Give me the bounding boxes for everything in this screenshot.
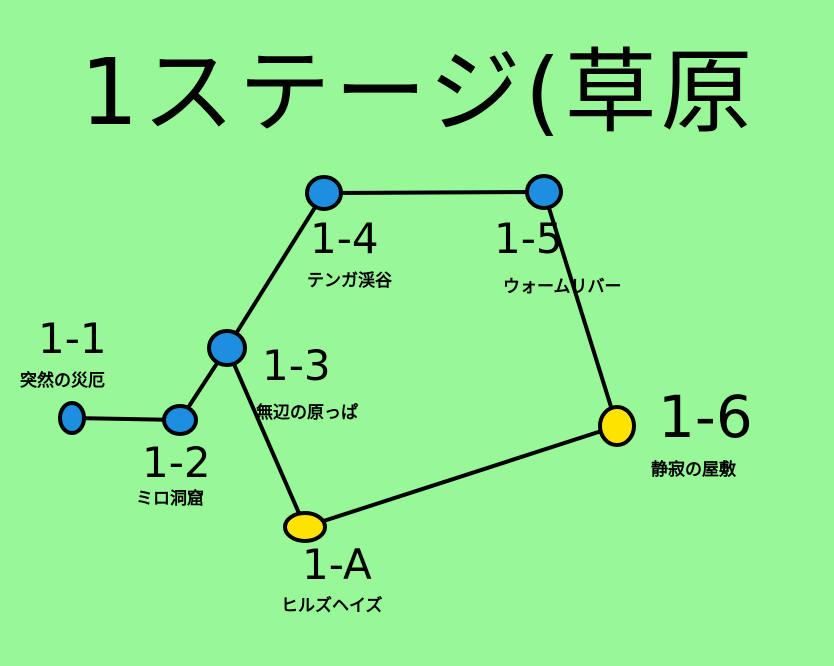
stage-name-1-A: ヒルズヘイズ	[281, 596, 383, 616]
stage-nodes	[58, 174, 636, 543]
path-1-4-1-5	[322, 190, 546, 195]
stage-code-1-6: 1-6	[658, 383, 753, 451]
stage-node-1-4[interactable]	[305, 175, 343, 211]
stage-node-1-5[interactable]	[525, 174, 563, 210]
stage-code-1-5: 1-5	[494, 214, 563, 263]
stage-node-1-6[interactable]	[598, 405, 636, 447]
path-1-5-1-6	[542, 190, 619, 428]
path-1-3-1-4	[225, 191, 326, 350]
stage-node-1-2[interactable]	[162, 404, 198, 436]
stage-name-1-4: テンガ渓谷	[307, 271, 392, 291]
path-1-A-1-3	[225, 346, 307, 529]
stage-code-1-A: 1-A	[302, 540, 372, 589]
stage-code-1-2: 1-2	[142, 438, 211, 487]
stage-name-1-3: 無辺の原っぱ	[256, 403, 358, 423]
stage-node-1-3[interactable]	[207, 329, 247, 367]
stage-paths	[70, 190, 619, 529]
stage-node-1-A[interactable]	[283, 511, 327, 543]
page-title: 1ステージ(草原	[80, 39, 757, 146]
stage-node-1-1[interactable]	[58, 401, 86, 435]
stage-code-1-3: 1-3	[262, 341, 331, 390]
stage-name-1-5: ウォームリバー	[503, 277, 622, 297]
stage-name-1-1: 突然の災厄	[20, 371, 105, 391]
stage-name-1-2: ミロ洞窟	[136, 489, 204, 509]
path-1-6-1-A	[303, 424, 619, 529]
stage-code-1-1: 1-1	[38, 314, 107, 363]
stage-name-1-6: 静寂の屋敷	[651, 460, 736, 480]
path-1-1-1-2	[70, 416, 182, 422]
stage-code-1-4: 1-4	[310, 214, 379, 263]
